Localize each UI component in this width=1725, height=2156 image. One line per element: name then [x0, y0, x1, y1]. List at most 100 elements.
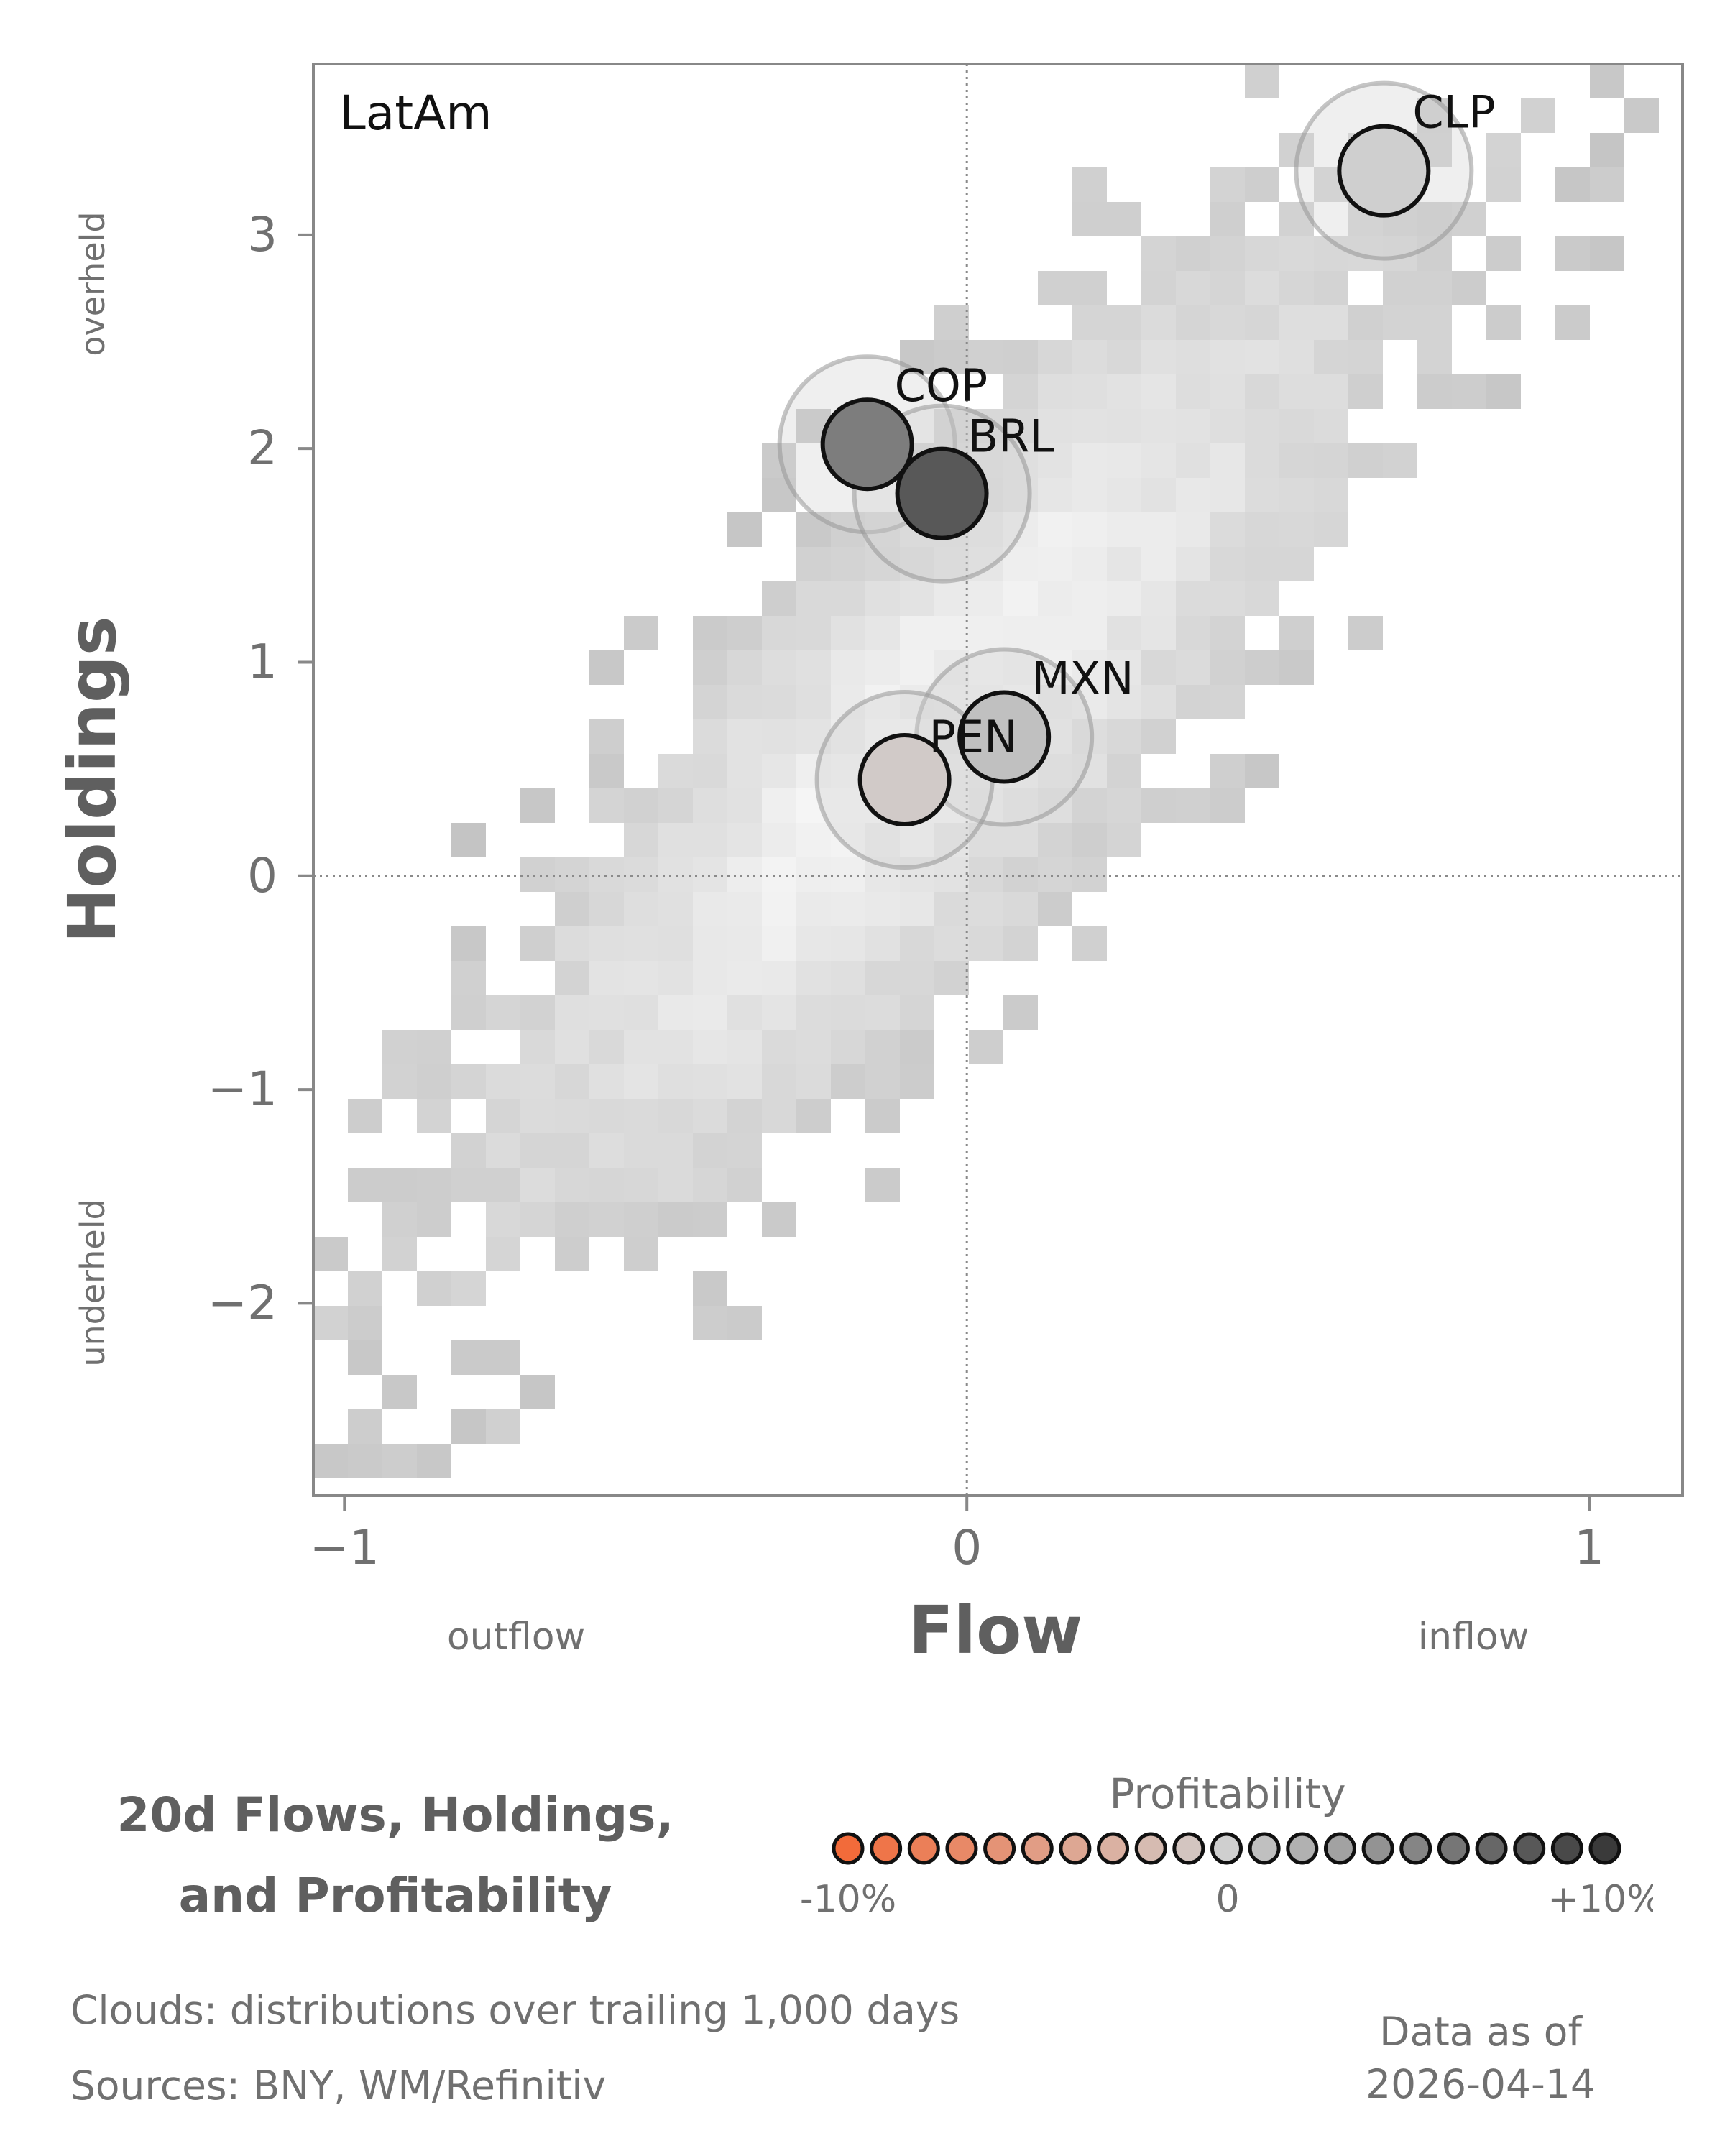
density-cell: [520, 1375, 555, 1409]
density-cell: [900, 961, 934, 995]
density-cell: [900, 650, 934, 685]
x-axis-right-label: inflow: [1418, 1616, 1530, 1659]
density-cell: [1141, 340, 1176, 374]
density-cell: [451, 926, 486, 961]
reference-lines: [313, 64, 1683, 1496]
colorbar-swatch: [1021, 1832, 1054, 1865]
density-cell: [762, 961, 796, 995]
density-cell: [727, 650, 762, 685]
density-cell: [589, 1133, 624, 1168]
density-cell: [693, 1168, 727, 1202]
density-cell: [865, 892, 900, 926]
colorbar-swatch: [1437, 1832, 1470, 1865]
density-cell: [589, 1099, 624, 1133]
density-cell: [693, 1271, 727, 1306]
density-cell: [1176, 512, 1210, 547]
density-cell: [727, 1064, 762, 1099]
colorbar-swatch: [1286, 1832, 1319, 1865]
density-cloud: [313, 64, 1659, 1478]
density-cell: [1107, 719, 1141, 754]
density-cell: [1279, 409, 1314, 443]
density-cell: [313, 1306, 348, 1340]
density-cell: [382, 1030, 417, 1064]
density-cell: [1314, 512, 1348, 547]
density-cell: [900, 926, 934, 961]
density-cell: [1176, 443, 1210, 478]
density-cell: [1210, 512, 1245, 547]
colorbar-max-label: +10%: [1547, 1878, 1653, 1919]
density-cell: [1279, 271, 1314, 305]
density-cell: [1486, 305, 1521, 340]
density-cell: [1210, 443, 1245, 478]
footer-title-line2: and Profitability: [178, 1868, 612, 1923]
density-cell: [727, 961, 762, 995]
density-cell: [555, 892, 589, 926]
density-cell: [1348, 305, 1383, 340]
density-cell: [727, 1133, 762, 1168]
density-cell: [934, 857, 969, 892]
clouds-note: Clouds: distributions over trailing 1,00…: [70, 1987, 960, 2033]
density-cell: [796, 547, 831, 581]
density-cell: [900, 995, 934, 1030]
y-axis-title: Holdings: [54, 616, 131, 943]
density-cell: [969, 823, 1003, 857]
density-cell: [865, 1064, 900, 1099]
density-cell: [1038, 616, 1072, 650]
density-cell: [348, 1099, 382, 1133]
density-cell: [1038, 547, 1072, 581]
density-cell: [486, 1409, 520, 1444]
density-cell: [1038, 581, 1072, 616]
density-cell: [658, 995, 693, 1030]
density-cell: [658, 1202, 693, 1237]
colorbar-swatch: [870, 1832, 903, 1865]
density-cell: [727, 685, 762, 719]
density-cell: [589, 857, 624, 892]
density-cell: [762, 1202, 796, 1237]
density-cell: [727, 754, 762, 788]
density-cell: [831, 616, 865, 650]
density-cell: [658, 754, 693, 788]
density-cell: [589, 892, 624, 926]
colorbar-title: Profitability: [1109, 1769, 1346, 1818]
density-cell: [1107, 478, 1141, 512]
density-cell: [1176, 616, 1210, 650]
density-cell: [1555, 305, 1590, 340]
density-cell: [486, 995, 520, 1030]
density-cell: [1176, 547, 1210, 581]
density-cell: [1210, 581, 1245, 616]
density-cell: [1314, 443, 1348, 478]
density-cell: [762, 892, 796, 926]
density-cell: [658, 1030, 693, 1064]
density-cell: [486, 1340, 520, 1375]
density-cell: [1245, 271, 1279, 305]
density-cell: [796, 961, 831, 995]
density-cell: [1245, 374, 1279, 409]
density-cell: [1314, 478, 1348, 512]
density-cell: [831, 547, 865, 581]
density-cell: [451, 1340, 486, 1375]
density-cell: [1245, 650, 1279, 685]
density-cell: [624, 1202, 658, 1237]
marker-brl: [895, 446, 989, 540]
x-axis-left-label: outflow: [447, 1616, 585, 1659]
density-cell: [796, 685, 831, 719]
density-cell: [451, 1064, 486, 1099]
density-cell: [969, 616, 1003, 650]
density-cell: [520, 1202, 555, 1237]
density-cell: [486, 1133, 520, 1168]
density-cell: [831, 823, 865, 857]
density-cell: [693, 1202, 727, 1237]
density-cell: [1210, 616, 1245, 650]
density-cell: [1038, 512, 1072, 547]
colorbar-swatch: [1513, 1832, 1546, 1865]
density-cell: [555, 995, 589, 1030]
colorbar-mid-label: 0: [1215, 1878, 1239, 1919]
density-cell: [727, 512, 762, 547]
density-cell: [589, 754, 624, 788]
density-cell: [624, 1064, 658, 1099]
density-cell: [693, 1133, 727, 1168]
density-cell: [1072, 167, 1107, 202]
density-cell: [1176, 478, 1210, 512]
density-cell: [1383, 443, 1417, 478]
